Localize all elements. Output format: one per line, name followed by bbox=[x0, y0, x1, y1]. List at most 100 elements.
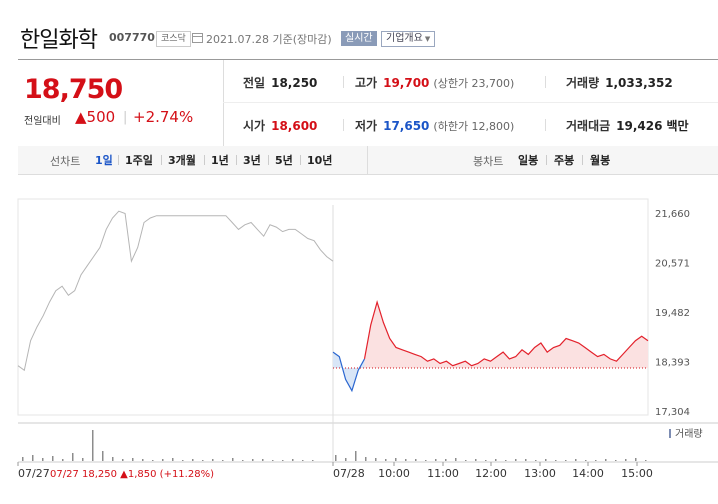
company-overview-button[interactable]: 기업개요 ▼ bbox=[381, 31, 436, 47]
volume-bar bbox=[385, 459, 387, 461]
volume-label: 거래량 bbox=[675, 428, 703, 440]
change-percent: +2.74% bbox=[133, 108, 194, 126]
y-tick-label: 19,482 bbox=[655, 308, 690, 319]
tab-separator bbox=[268, 155, 269, 165]
today-price-line-down bbox=[332, 351, 366, 393]
volume-bar bbox=[335, 455, 337, 461]
volume-bar bbox=[545, 459, 547, 461]
volume-bar bbox=[395, 458, 397, 461]
chart-toolbar: 선차트 1일 1주일 3개월 1년 3년 5년 10년 봉차트 일봉 주봉 월봉 bbox=[18, 146, 718, 175]
tab-separator bbox=[118, 155, 119, 165]
below-reference-area bbox=[333, 352, 365, 391]
stock-header: 한일화학 007770 코스닥 2021.07.28 기준(장마감) 실시간 기… bbox=[0, 0, 718, 57]
tab-separator bbox=[546, 155, 547, 165]
prev-day-price-line bbox=[17, 210, 334, 372]
company-overview-label: 기업개요 bbox=[386, 33, 423, 44]
y-tick-label: 21,660 bbox=[655, 209, 690, 220]
volume-bar bbox=[475, 459, 477, 461]
tab-1week[interactable]: 1주일 bbox=[125, 154, 153, 167]
volume-bars bbox=[22, 430, 647, 461]
volume-bar bbox=[132, 458, 134, 461]
open-price: 시가 18,600 bbox=[243, 119, 318, 133]
volume-bar bbox=[232, 458, 234, 461]
volume-bar bbox=[365, 457, 367, 461]
volume-bar bbox=[605, 459, 607, 461]
volume-bar bbox=[355, 451, 357, 461]
x-tick-label: 13:00 bbox=[524, 467, 556, 480]
tab-3months[interactable]: 3개월 bbox=[168, 154, 196, 167]
tab-3years[interactable]: 3년 bbox=[243, 154, 261, 167]
volume-bar bbox=[62, 459, 64, 461]
volume-bar bbox=[262, 459, 264, 461]
x-tick-label: 11:00 bbox=[427, 467, 459, 480]
change-label: 전일대비 bbox=[24, 116, 61, 127]
price-chart: 21,660 20,571 19,482 18,393 17,304 거래량 07/27… bbox=[17, 198, 718, 480]
volume-bar bbox=[42, 458, 44, 461]
x-axis: 07/27 07/28 10:00 11:00 12:00 13:00 14:00 15:00 bbox=[17, 462, 653, 480]
x-tick-label: 15:00 bbox=[621, 467, 653, 480]
volume-bar bbox=[445, 459, 447, 461]
tab-separator bbox=[582, 155, 583, 165]
volume-bar bbox=[585, 460, 587, 461]
volume: 거래량 1,033,352 bbox=[566, 76, 673, 90]
volume-bar bbox=[222, 460, 224, 461]
volume-bar bbox=[485, 460, 487, 461]
volume-bar bbox=[455, 458, 457, 461]
stock-name: 한일화학 bbox=[20, 28, 98, 53]
y-tick-label: 17,304 bbox=[655, 407, 690, 418]
tab-monthly-candle[interactable]: 월봉 bbox=[590, 154, 611, 167]
volume-bar bbox=[162, 459, 164, 461]
tab-10years[interactable]: 10년 bbox=[307, 154, 333, 167]
chart-grid bbox=[17, 198, 718, 463]
volume-bar bbox=[345, 458, 347, 461]
turnover: 거래대금 19,426 백만 bbox=[566, 119, 689, 133]
candle-chart-label: 봉차트 bbox=[473, 155, 504, 168]
tab-daily-candle[interactable]: 일봉 bbox=[518, 154, 539, 167]
chart-footer-summary: 07/27 18,250 ▲1,850 (+11.28%) bbox=[50, 469, 214, 480]
above-reference-area bbox=[364, 302, 648, 368]
volume-bar bbox=[375, 458, 377, 461]
x-tick-label: 07/28 bbox=[333, 467, 365, 480]
volume-bar bbox=[615, 460, 617, 461]
realtime-button[interactable]: 실시간 bbox=[341, 31, 377, 46]
divider bbox=[343, 119, 344, 131]
volume-bar bbox=[252, 459, 254, 461]
tab-1day[interactable]: 1일 bbox=[95, 154, 113, 167]
tab-separator bbox=[204, 155, 205, 165]
volume-bar bbox=[555, 460, 557, 461]
volume-bar bbox=[535, 460, 537, 461]
volume-legend-swatch bbox=[669, 429, 671, 438]
tab-1year[interactable]: 1년 bbox=[211, 154, 229, 167]
divider bbox=[545, 119, 546, 131]
volume-bar bbox=[435, 459, 437, 461]
volume-bar bbox=[122, 459, 124, 461]
volume-bar bbox=[405, 459, 407, 461]
volume-bar bbox=[102, 451, 104, 461]
volume-bar bbox=[595, 460, 597, 461]
line-chart-label: 선차트 bbox=[50, 155, 81, 168]
volume-bar bbox=[152, 460, 154, 461]
current-price: 18,750 bbox=[24, 74, 123, 105]
quote-panel: 18,750 전일대비 ▲500 | +2.74% 전일 18,250 고가 19,… bbox=[18, 59, 718, 147]
volume-bar bbox=[72, 453, 74, 461]
volume-bar bbox=[515, 459, 517, 461]
volume-bar bbox=[22, 457, 24, 461]
volume-bar bbox=[495, 459, 497, 461]
market-badge: 코스닥 bbox=[156, 31, 191, 47]
volume-bar bbox=[212, 459, 214, 461]
x-tick-label: 10:00 bbox=[378, 467, 410, 480]
volume-bar bbox=[565, 460, 567, 461]
volume-bar bbox=[52, 456, 54, 461]
volume-bar bbox=[625, 459, 627, 461]
y-tick-label: 18,393 bbox=[655, 358, 690, 369]
base-date: 2021.07.28 기준(장마감) bbox=[206, 33, 332, 46]
tab-weekly-candle[interactable]: 주봉 bbox=[554, 154, 575, 167]
change-amount: ▲500 bbox=[75, 108, 116, 126]
volume-bar bbox=[425, 460, 427, 461]
volume-bar bbox=[465, 460, 467, 461]
tab-5years[interactable]: 5년 bbox=[275, 154, 293, 167]
volume-bar bbox=[292, 459, 294, 461]
low-price: 저가 17,650 (하한가 12,800) bbox=[355, 119, 515, 133]
divider bbox=[343, 76, 344, 88]
toolbar-divider bbox=[367, 146, 368, 174]
